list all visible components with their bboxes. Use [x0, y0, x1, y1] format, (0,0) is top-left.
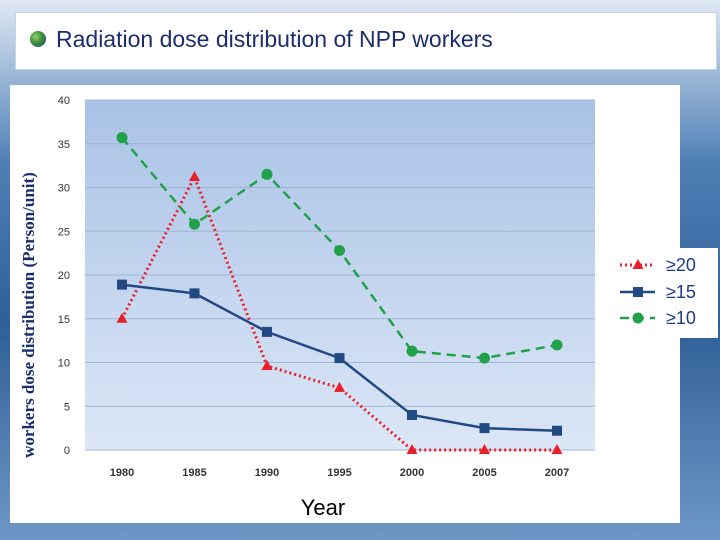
y-tick-label: 30 [58, 183, 70, 195]
series-2-point [262, 326, 272, 337]
series-1-point [551, 444, 563, 454]
series-2-point [334, 353, 345, 364]
y-tick-label: 0 [64, 445, 70, 457]
series-3-point [479, 352, 490, 364]
legend-item-2-label: ≥15 [666, 282, 696, 302]
series-lines [116, 132, 563, 454]
y-axis-ticks: 0 5 10 15 20 25 30 35 40 [58, 95, 70, 457]
series-1-point [406, 444, 418, 454]
gridlines [85, 99, 595, 451]
slide-title: Radiation dose distribution of NPP worke… [56, 26, 493, 52]
y-tick-label: 10 [58, 358, 70, 370]
x-axis-ticks: 1980 1985 1990 1995 2000 2005 2007 [110, 467, 569, 479]
series-3-point [406, 345, 418, 357]
y-tick-label: 40 [58, 95, 70, 107]
series-3-point [189, 218, 200, 230]
series-2-point [407, 410, 417, 420]
legend-item-1-marker [632, 259, 644, 269]
legend: ≥20 ≥15 ≥10 [620, 255, 696, 328]
series-3-point [334, 245, 345, 256]
series-3-point [551, 339, 563, 351]
legend-item-1-label: ≥20 [666, 255, 696, 275]
y-tick-label: 15 [58, 314, 70, 326]
series-3-point [116, 132, 128, 144]
series-3-point [261, 168, 273, 180]
x-tick-label: 2000 [400, 467, 424, 479]
x-tick-label: 1995 [327, 467, 351, 479]
series-2-point [479, 423, 490, 434]
series-1-point [334, 381, 345, 392]
legend-item-2-marker [633, 287, 643, 297]
series-2-point [117, 279, 127, 290]
series-1-point [116, 312, 128, 323]
legend-item-3-marker [632, 312, 644, 324]
series-1-point [479, 444, 490, 454]
x-tick-label: 2007 [545, 467, 569, 479]
x-axis-label: Year [301, 495, 345, 520]
series-2-point [189, 288, 200, 299]
series-1-point [261, 360, 273, 370]
series-2-point [552, 425, 562, 436]
globe-bullet-icon [30, 31, 46, 47]
x-tick-label: 1985 [182, 467, 206, 479]
legend-item-3-label: ≥10 [666, 308, 696, 328]
x-tick-label: 1980 [110, 467, 134, 479]
y-tick-label: 5 [64, 401, 70, 413]
x-tick-label: 2005 [472, 467, 496, 479]
y-tick-label: 20 [58, 270, 70, 282]
title-bar: Radiation dose distribution of NPP worke… [15, 12, 717, 70]
y-axis-label: workers dose distribution (Person/unit) [19, 172, 38, 458]
y-tick-label: 25 [58, 226, 70, 238]
series-1-point [189, 171, 200, 181]
y-tick-label: 35 [58, 139, 70, 151]
x-tick-label: 1990 [255, 467, 279, 479]
